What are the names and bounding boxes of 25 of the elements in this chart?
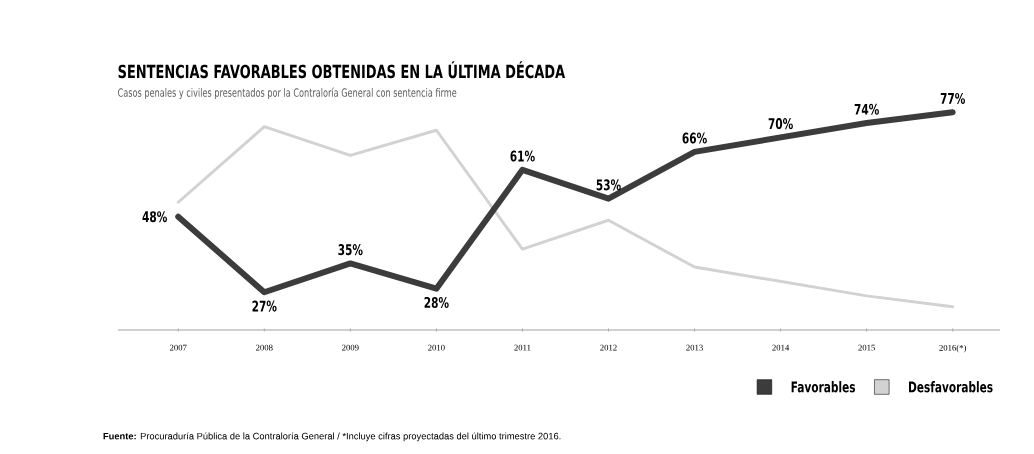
- x-tick-label: 2011: [514, 344, 531, 351]
- data-label: 27%: [252, 300, 277, 312]
- data-label: 48%: [142, 211, 167, 223]
- data-label: 66%: [682, 132, 707, 144]
- x-tick-label: 2008: [256, 344, 273, 351]
- x-tick-label: 2007: [169, 344, 187, 351]
- x-tick-label: 2010: [428, 344, 445, 351]
- chart-subtitle: Casos penales y civiles presentados por la Contraloría General con sentencia firme: [118, 87, 457, 100]
- data-label: 53%: [596, 179, 621, 191]
- legend-label: Desfavorables: [909, 381, 993, 393]
- data-label: 70%: [768, 118, 793, 130]
- text: Fuente: Procuraduría Pública de la Contraloría General / *Incluye cifras proyectadas del último trimestre 2016.: [103, 432, 561, 442]
- data-label: 35%: [338, 244, 363, 256]
- data-label: 77%: [940, 92, 965, 104]
- chart-title: SENTENCIAS FAVORABLES OBTENIDAS EN LA ÚLTIMA DÉCADA: [118, 61, 566, 79]
- x-tick-label: 2016(*): [939, 344, 967, 353]
- data-label: 28%: [424, 296, 449, 309]
- data-label: 61%: [510, 150, 535, 162]
- x-tick-label: 2015: [858, 344, 875, 351]
- legend-label: Favorables: [791, 381, 856, 393]
- data-label: 74%: [854, 103, 879, 115]
- x-tick-label: 2013: [686, 344, 703, 351]
- x-tick-label: 2014: [772, 344, 790, 351]
- x-tick-label: 2009: [342, 344, 359, 351]
- x-tick-label: 2012: [600, 344, 617, 351]
